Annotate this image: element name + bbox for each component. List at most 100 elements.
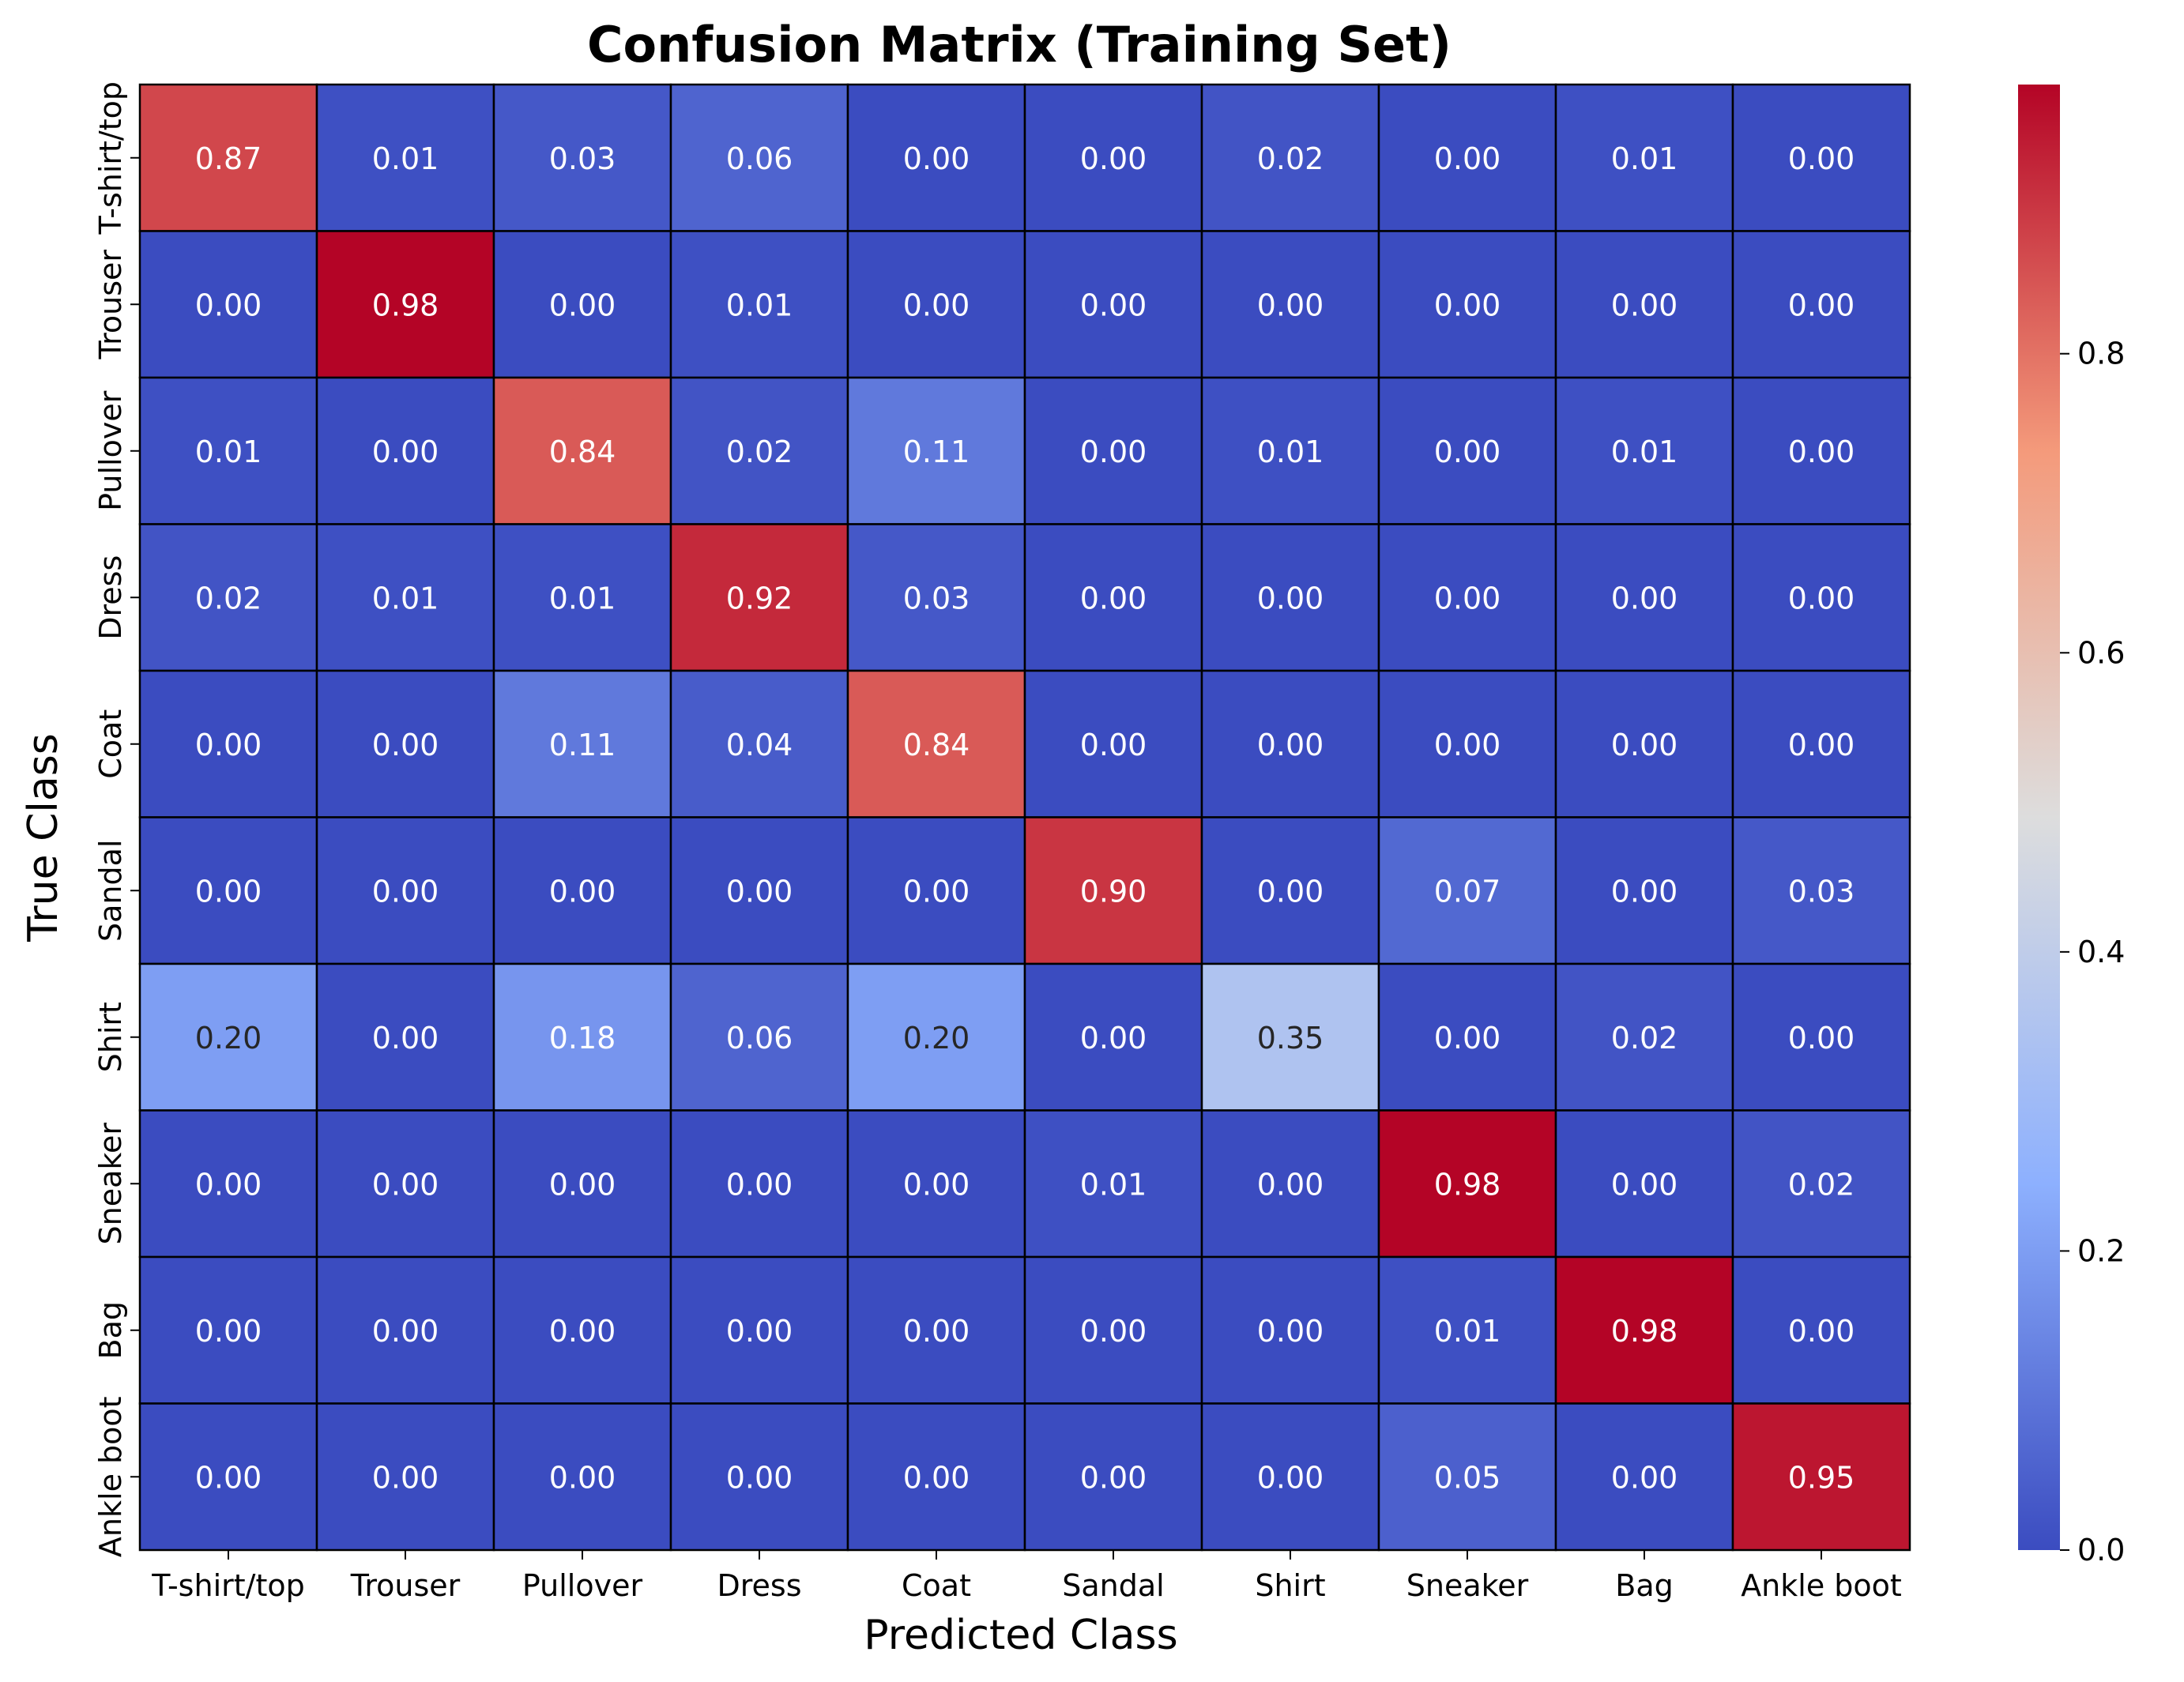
cell-value-label: 0.07	[1434, 874, 1501, 909]
cell-value-label: 0.00	[903, 1460, 970, 1495]
y-tick-label: Dress	[93, 555, 128, 640]
heatmap-cell	[1377, 1255, 1557, 1405]
cell-value-label: 0.03	[903, 581, 970, 615]
cell-value-label: 0.02	[1611, 1021, 1678, 1055]
cell-value-label: 0.00	[372, 1021, 439, 1055]
cell-value-label: 0.00	[1788, 581, 1855, 615]
x-tick-label: Sandal	[1062, 1568, 1164, 1603]
cell-value-label: 0.00	[372, 435, 439, 469]
cell-value-label: 0.03	[1788, 874, 1855, 909]
heatmap-cell	[1731, 962, 1911, 1112]
heatmap-cell	[669, 83, 849, 232]
y-tick-label: T-shirt/top	[93, 81, 128, 235]
cell-value-label: 0.00	[1257, 581, 1324, 615]
x-axis-label: Predicted Class	[864, 1612, 1177, 1659]
cell-value-label: 0.00	[1257, 288, 1324, 322]
cell-value-label: 0.00	[726, 1460, 793, 1495]
heatmap-cell	[846, 669, 1026, 818]
cell-value-label: 0.00	[1080, 141, 1147, 176]
cell-value-label: 0.18	[549, 1021, 616, 1055]
cell-value-label: 0.01	[1611, 141, 1678, 176]
x-tick-label: Ankle boot	[1741, 1568, 1902, 1603]
cell-value-label: 0.00	[1257, 874, 1324, 909]
cell-value-label: 0.00	[195, 1314, 262, 1349]
heatmap-cell	[138, 816, 318, 965]
cell-value-label: 0.35	[1257, 1021, 1324, 1055]
y-tick-label: Shirt	[93, 1002, 128, 1072]
heatmap-cell	[1023, 1109, 1203, 1259]
heatmap-cell	[138, 83, 318, 232]
heatmap-cell	[1731, 1255, 1911, 1405]
heatmap-cell	[1731, 669, 1911, 818]
cell-value-label: 0.95	[1788, 1460, 1855, 1495]
cell-value-label: 0.00	[1788, 728, 1855, 762]
cell-value-label: 0.92	[726, 581, 793, 615]
colorbar-tick-label: 0.8	[2077, 337, 2125, 371]
cell-value-label: 0.00	[1434, 141, 1501, 176]
cell-value-label: 0.00	[726, 874, 793, 909]
cell-value-label: 0.00	[1434, 1021, 1501, 1055]
heatmap-cell	[669, 1109, 849, 1259]
heatmap-cell	[492, 230, 672, 379]
cell-value-label: 0.00	[1611, 874, 1678, 909]
heatmap-cell	[846, 376, 1026, 525]
cell-value-label: 0.20	[903, 1021, 970, 1055]
heatmap-cell	[846, 1109, 1026, 1259]
cell-value-label: 0.01	[1257, 435, 1324, 469]
heatmap-cells	[138, 83, 1911, 1552]
cell-value-label: 0.00	[195, 728, 262, 762]
cell-value-label: 0.98	[372, 288, 439, 322]
heatmap-cell	[846, 1402, 1026, 1552]
y-tick-label: Trouser	[93, 250, 128, 360]
cell-value-label: 0.01	[195, 435, 262, 469]
cell-value-label: 0.00	[1434, 435, 1501, 469]
cell-value-label: 0.00	[903, 1167, 970, 1202]
colorbar-ticks: 0.0 0.2 0.4 0.6 0.8	[2060, 337, 2125, 1567]
cell-value-label: 0.03	[549, 141, 616, 176]
cell-value-label: 0.00	[372, 874, 439, 909]
cell-value-label: 0.00	[372, 728, 439, 762]
heatmap-cell	[846, 83, 1026, 232]
heatmap-cell	[1554, 669, 1734, 818]
y-tick-label: Sandal	[93, 840, 128, 942]
cell-value-label: 0.00	[1257, 1460, 1324, 1495]
heatmap-cell	[1554, 1402, 1734, 1552]
heatmap-cell	[846, 523, 1026, 672]
heatmap-cell	[1200, 669, 1380, 818]
cell-value-label: 0.02	[726, 435, 793, 469]
heatmap-cell	[669, 1402, 849, 1552]
heatmap-cell	[669, 230, 849, 379]
cell-value-label: 0.00	[1257, 728, 1324, 762]
heatmap-cell	[1200, 230, 1380, 379]
cell-value-label: 0.01	[1434, 1314, 1501, 1349]
y-tick-label: Sneaker	[93, 1123, 128, 1245]
cell-value-label: 0.90	[1080, 874, 1147, 909]
cell-value-label: 0.06	[726, 141, 793, 176]
chart-title: Confusion Matrix (Training Set)	[587, 16, 1452, 73]
heatmap-cell	[1200, 1255, 1380, 1405]
cell-value-label: 0.01	[726, 288, 793, 322]
cell-value-label: 0.00	[726, 1314, 793, 1349]
heatmap-cell	[492, 83, 672, 232]
colorbar-tick-label: 0.4	[2077, 935, 2125, 969]
heatmap-cell	[1554, 230, 1734, 379]
cell-value-label: 0.04	[726, 728, 793, 762]
heatmap-cell	[1200, 1402, 1380, 1552]
cell-value-label: 0.02	[195, 581, 262, 615]
cell-value-label: 0.00	[1788, 1314, 1855, 1349]
cell-value-label: 0.00	[1080, 435, 1147, 469]
colorbar-tick-label: 0.2	[2077, 1233, 2125, 1268]
heatmap-cell	[1377, 669, 1557, 818]
heatmap-cell	[669, 816, 849, 965]
heatmap-cell	[846, 816, 1026, 965]
x-tick-label: Pullover	[522, 1568, 643, 1603]
cell-value-label: 0.00	[903, 1314, 970, 1349]
heatmap-cell	[138, 376, 318, 525]
heatmap-cell	[1200, 523, 1380, 672]
heatmap-cell	[1731, 230, 1911, 379]
heatmap-cell	[846, 1255, 1026, 1405]
cell-value-label: 0.84	[903, 728, 970, 762]
cell-value-label: 0.00	[372, 1460, 439, 1495]
heatmap-cell	[1731, 376, 1911, 525]
